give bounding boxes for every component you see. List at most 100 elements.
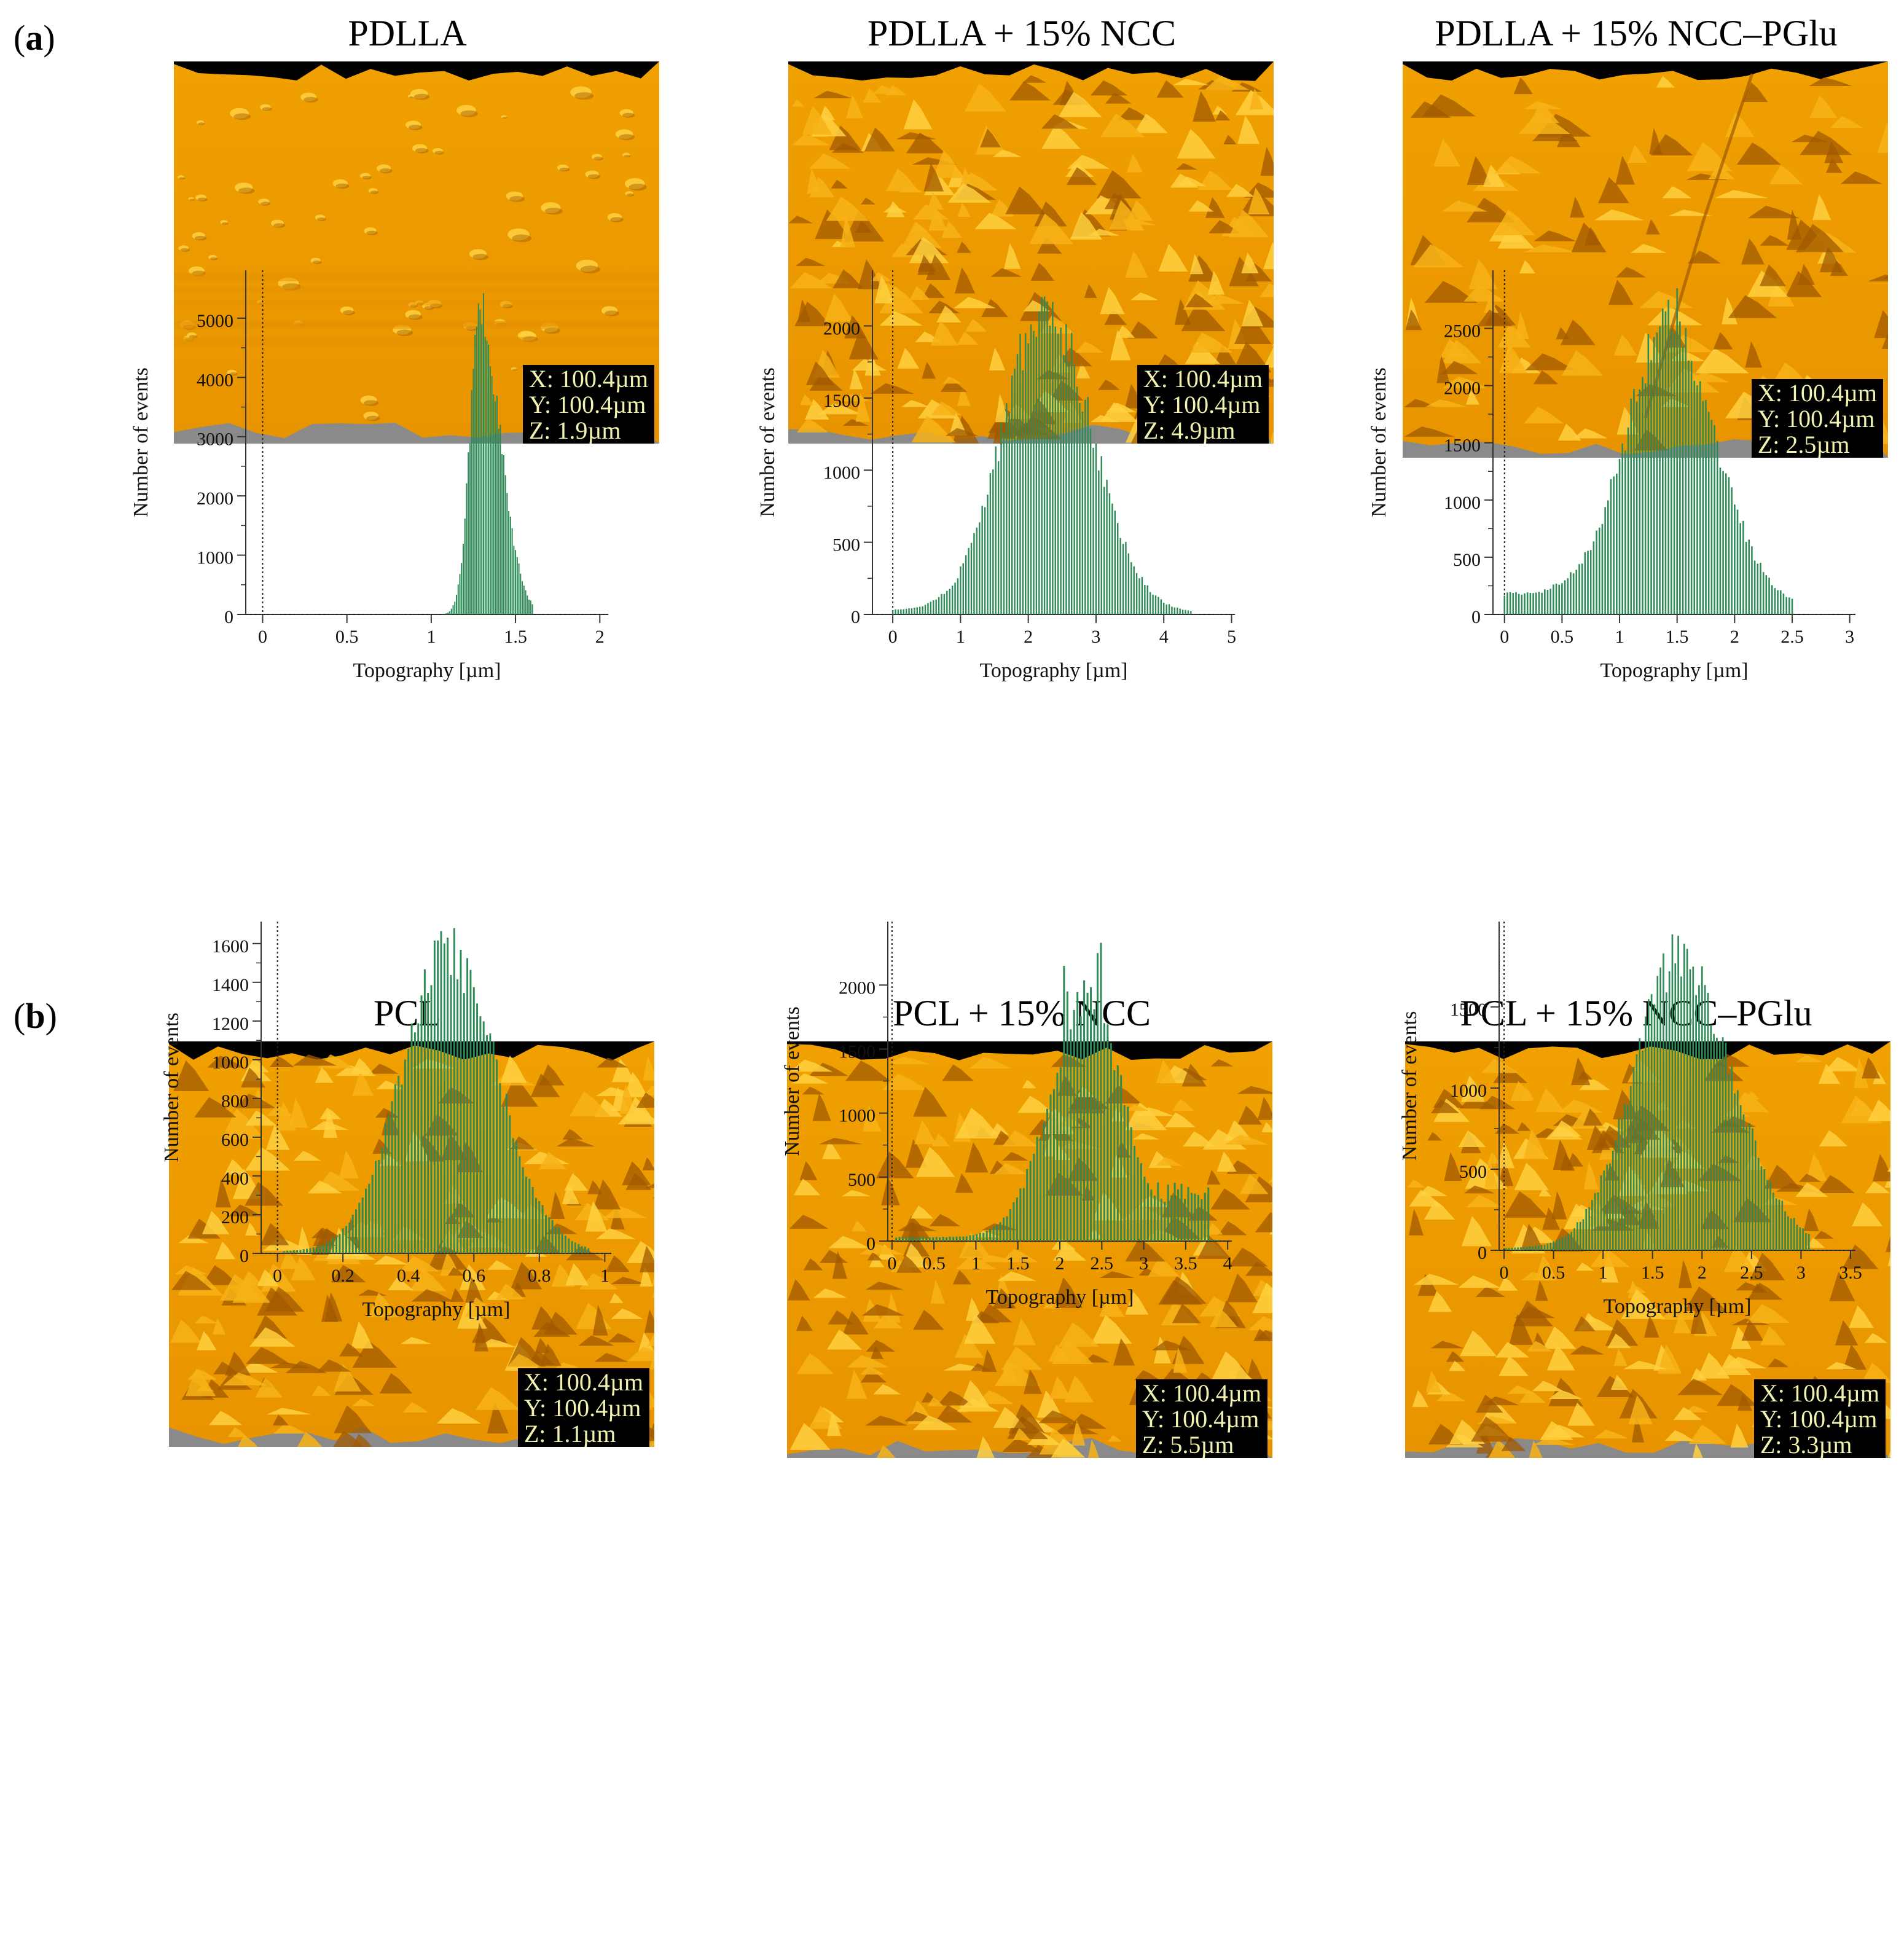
- histogram-bar: [1135, 573, 1138, 614]
- surface-ridge: [1013, 1318, 1036, 1346]
- surface-ridge: [1202, 294, 1245, 304]
- y-tick-label: 600: [221, 1130, 249, 1150]
- histogram-bar: [1038, 311, 1040, 614]
- surface-ridge: [1041, 114, 1079, 129]
- histogram-bar: [1194, 1193, 1196, 1241]
- background-edge: [788, 61, 1274, 81]
- surface-shadow: [460, 110, 478, 117]
- histogram-bar: [903, 609, 904, 614]
- x-axis-label: Topography [µm]: [353, 659, 501, 682]
- y-tick-label: 1500: [1444, 436, 1481, 456]
- surface-ridge: [822, 1141, 842, 1159]
- surface-ridge: [1556, 327, 1570, 340]
- surface-bump: [410, 88, 428, 99]
- surface-ridge: [1022, 75, 1046, 83]
- surface-ridge: [1190, 334, 1233, 353]
- surface-ridge: [374, 1255, 408, 1265]
- surface-ridge: [1001, 1346, 1043, 1370]
- surface-ridge: [1759, 264, 1786, 286]
- histogram-bar: [1111, 503, 1113, 614]
- surface-ridge: [465, 1277, 484, 1303]
- surface-ridge: [487, 1260, 513, 1270]
- histogram-bar: [1543, 589, 1546, 614]
- histogram-bar: [1598, 527, 1600, 614]
- histogram-bar: [509, 516, 511, 614]
- y-tick-label: 2000: [839, 978, 876, 998]
- surface-bump: [585, 170, 599, 178]
- surface-ridge: [1687, 250, 1721, 264]
- histogram-bar: [1521, 594, 1523, 614]
- surface-ridge: [636, 1092, 654, 1108]
- surface-ridge: [1100, 286, 1125, 315]
- surface-ridge: [847, 1355, 889, 1368]
- histogram-bar: [1013, 1202, 1015, 1241]
- surface-ridge: [876, 1151, 914, 1178]
- surface-ridge: [293, 1151, 321, 1161]
- histogram-bar: [1508, 1248, 1510, 1250]
- histogram-bar: [996, 1225, 998, 1241]
- surface-ridge: [1430, 1341, 1464, 1349]
- surface-ridge: [1125, 1291, 1149, 1315]
- surface-ridge: [1521, 1223, 1544, 1251]
- surface-ridge: [831, 143, 864, 153]
- histogram-bar: [909, 1237, 911, 1241]
- histogram-bar: [404, 1059, 406, 1253]
- histogram-bar: [1698, 985, 1700, 1250]
- surface-ridge: [1797, 264, 1815, 285]
- y-tick-label: 0: [866, 1234, 876, 1254]
- surface-ridge: [1713, 332, 1733, 350]
- surface-ridge: [379, 1373, 413, 1394]
- histogram-bar: [519, 1156, 521, 1253]
- surface-ridge: [1499, 1356, 1529, 1376]
- surface-ridge: [1001, 1438, 1043, 1452]
- histogram-bar: [454, 601, 456, 614]
- surface-ridge: [826, 1411, 842, 1436]
- surface-ridge: [1862, 1057, 1881, 1079]
- histogram-bar: [1779, 590, 1782, 614]
- histogram-bar: [932, 1237, 934, 1241]
- surface-ridge: [901, 400, 930, 407]
- surface-bump: [300, 92, 317, 101]
- surface-ridge: [1058, 1322, 1100, 1347]
- histogram-bar: [339, 1234, 341, 1253]
- surface-ridge: [1408, 1209, 1424, 1236]
- surface-ridge: [1164, 1112, 1196, 1127]
- histogram-bar: [1549, 589, 1551, 614]
- surface-ridge: [1052, 1277, 1083, 1308]
- histogram-bar: [962, 1236, 965, 1241]
- surface-ridge: [1158, 1280, 1203, 1305]
- surface-ridge: [797, 299, 811, 323]
- x-tick-label: 1: [426, 627, 436, 647]
- surface-ridge: [1156, 1059, 1176, 1083]
- surface-ridge: [1407, 1180, 1425, 1188]
- histogram-bar: [1659, 967, 1661, 1250]
- histogram-bar: [440, 931, 442, 1253]
- surface-ridge: [1241, 299, 1263, 327]
- histogram-bar: [1119, 538, 1121, 614]
- histogram-bar: [1639, 389, 1641, 614]
- surface-ridge: [831, 179, 848, 189]
- histogram-bar: [515, 1141, 517, 1253]
- surface-ridge: [194, 1097, 237, 1118]
- histogram-bar: [1177, 1189, 1180, 1241]
- surface-ridge: [187, 1368, 217, 1380]
- surface-shadow: [179, 177, 186, 180]
- histogram-bar: [584, 1246, 586, 1253]
- histogram-bar: [476, 1003, 479, 1253]
- surface-ridge: [260, 1223, 289, 1246]
- x-axis-label: Topography [µm]: [1600, 659, 1749, 682]
- surface-ridge: [1824, 141, 1844, 163]
- histogram-bar: [1149, 592, 1151, 614]
- surface-ridge: [595, 1228, 636, 1239]
- y-tick-label: 200: [221, 1207, 249, 1228]
- surface-ridge: [1613, 1349, 1628, 1366]
- histogram-bar: [461, 563, 463, 614]
- histogram-bar: [1016, 1197, 1018, 1241]
- surface-ridge: [1428, 1291, 1452, 1312]
- surface-ridge: [1013, 1428, 1030, 1440]
- histogram-bar: [1632, 1067, 1635, 1250]
- surface-ridge: [1493, 1065, 1528, 1083]
- surface-ridge: [1532, 1381, 1564, 1392]
- histogram-bar: [898, 1237, 901, 1241]
